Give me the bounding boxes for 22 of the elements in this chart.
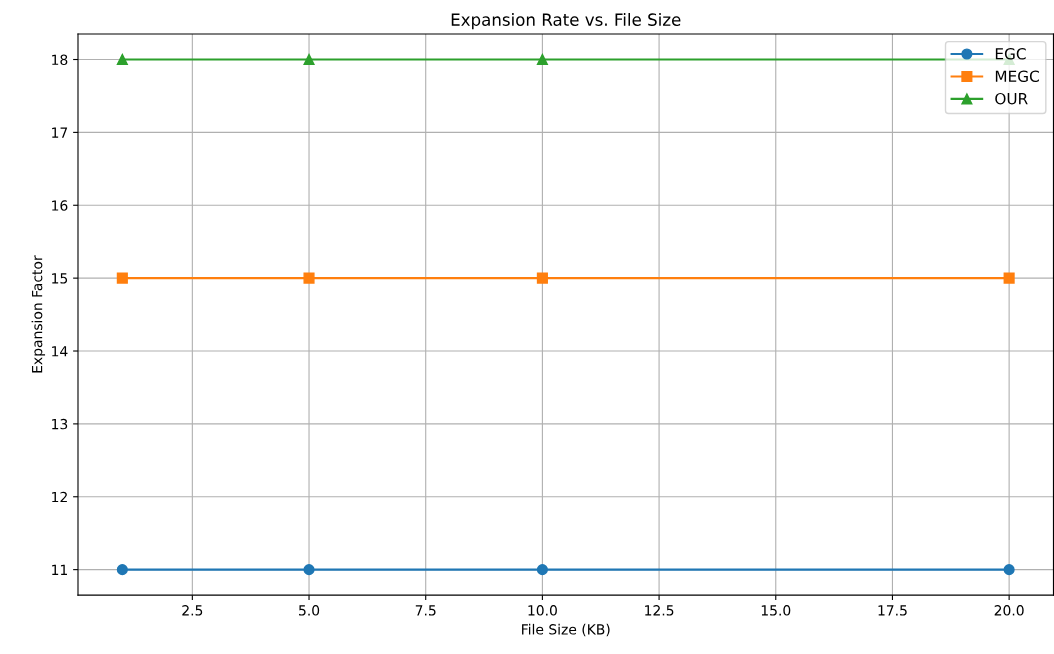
x-tick-label: 2.5	[182, 605, 203, 616]
x-axis-title: File Size (KB)	[522, 623, 610, 637]
y-tick-label: 15	[52, 273, 68, 284]
chart-title: Expansion Rate vs. File Size	[451, 13, 681, 30]
legend-label: EGC	[995, 48, 1026, 60]
y-tick-label: 17	[52, 127, 68, 138]
y-tick-label: 12	[52, 491, 67, 503]
y-tick-label: 11	[52, 564, 67, 575]
x-tick-label: 20.0	[994, 605, 1024, 616]
y-axis-title: Expansion Factor	[31, 255, 46, 373]
legend-label: MEGC	[995, 70, 1039, 83]
x-tick-label: 10.0	[528, 605, 557, 616]
y-tick-label: 18	[52, 54, 68, 65]
y-tick-label: 14	[52, 346, 68, 357]
x-tick-label: 15.0	[761, 605, 791, 616]
x-tick-label: 17.5	[878, 605, 907, 616]
legend-label: OUR	[995, 92, 1028, 105]
x-tick-label: 12.5	[645, 605, 674, 616]
x-tick-label: 5.0	[299, 605, 320, 616]
y-tick-label: 16	[52, 200, 68, 211]
x-tick-label: 7.5	[415, 605, 436, 616]
y-tick-label: 13	[52, 418, 68, 430]
